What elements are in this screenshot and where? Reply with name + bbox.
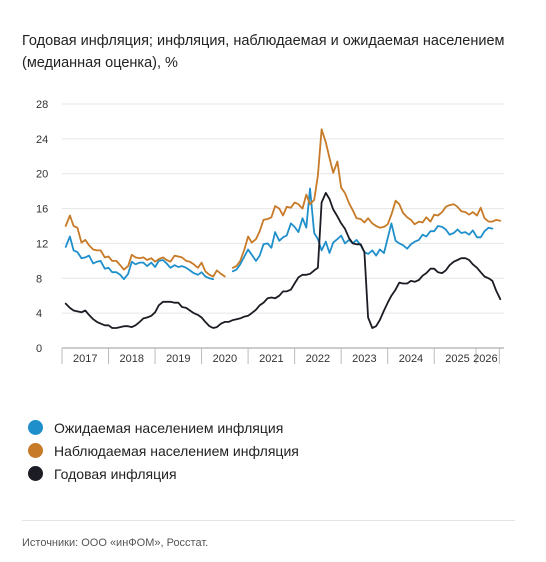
series-line-3: [64, 192, 502, 329]
x-tick-label: 2025: [445, 353, 469, 365]
x-tick-label: 2018: [120, 353, 144, 365]
legend-label: Наблюдаемая населением инфляция: [54, 442, 299, 459]
legend-item: Наблюдаемая населением инфляция: [28, 439, 299, 462]
legend-label: Ожидаемая населением инфляция: [54, 419, 284, 436]
legend-swatch: [28, 466, 43, 481]
y-tick-label: 0: [36, 343, 42, 355]
x-tick-label: 2023: [352, 353, 376, 365]
y-tick-label: 16: [36, 204, 48, 216]
chart-title: Годовая инфляция; инфляция, наблюдаемая …: [22, 33, 505, 71]
legend-item: Годовая инфляция: [28, 462, 299, 485]
y-tick-label: 4: [36, 308, 42, 320]
y-tick-label: 20: [36, 169, 48, 181]
chart-legend: Ожидаемая населением инфляция Наблюдаемая…: [28, 416, 299, 485]
source-note: Источники: ООО «инФОМ», Росстат.: [22, 537, 209, 549]
x-tick-label: 2022: [306, 353, 330, 365]
legend-swatch: [28, 420, 43, 435]
x-tick-label: 2024: [399, 353, 423, 365]
series-line-1: [64, 187, 494, 281]
x-tick-label: 2026: [473, 353, 497, 365]
x-tick-label: 2020: [213, 353, 237, 365]
y-tick-label: 12: [36, 238, 48, 250]
x-tick-label: 2019: [166, 353, 190, 365]
y-tick-label: 8: [36, 273, 42, 285]
y-tick-label: 24: [36, 134, 48, 146]
legend-item: Ожидаемая населением инфляция: [28, 416, 299, 439]
divider: [22, 520, 515, 521]
x-tick-label: 2017: [73, 353, 97, 365]
x-tick-label: 2021: [259, 353, 283, 365]
legend-label: Годовая инфляция: [54, 465, 177, 482]
legend-swatch: [28, 443, 43, 458]
series-line-2: [64, 128, 502, 278]
y-tick-label: 28: [36, 99, 48, 111]
